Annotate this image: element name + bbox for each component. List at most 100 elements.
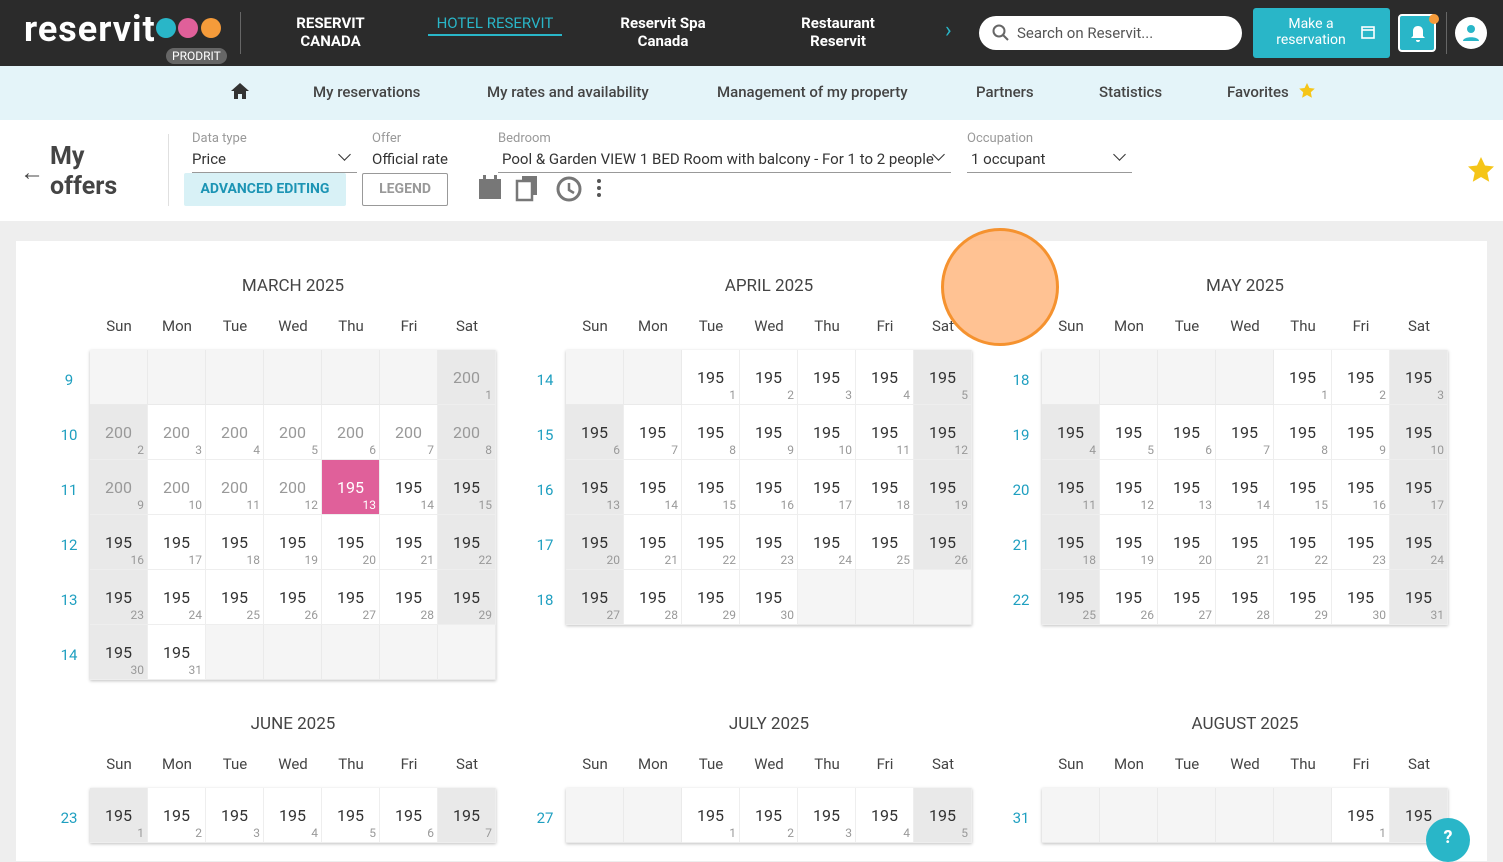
day-cell[interactable]: 195 14	[380, 460, 438, 515]
filter[interactable]: Data type Price	[192, 130, 357, 173]
day-cell[interactable]: 195 17	[148, 515, 206, 570]
nav-item[interactable]: My reservations	[313, 83, 421, 101]
day-cell[interactable]: 195 13	[566, 460, 624, 515]
day-cell[interactable]: 195 25	[1042, 570, 1100, 625]
day-cell[interactable]: 200 3	[148, 405, 206, 460]
day-cell[interactable]: 195 31	[148, 625, 206, 680]
day-cell[interactable]: 195 23	[740, 515, 798, 570]
day-cell[interactable]: 195 16	[90, 515, 148, 570]
day-cell[interactable]: 195 20	[322, 515, 380, 570]
day-cell[interactable]: 195 15	[438, 460, 496, 515]
tab[interactable]: HOTEL RESERVIT	[428, 14, 562, 36]
day-cell[interactable]: 195 22	[438, 515, 496, 570]
day-cell[interactable]: 195 13	[322, 460, 380, 515]
day-cell[interactable]: 200 5	[264, 405, 322, 460]
history-tool[interactable]	[556, 176, 582, 202]
day-cell[interactable]: 195 14	[1216, 460, 1274, 515]
day-cell[interactable]: 195 4	[264, 788, 322, 843]
day-cell[interactable]: 200 10	[148, 460, 206, 515]
help-button[interactable]: ?	[1426, 818, 1470, 862]
day-cell[interactable]: 200 1	[438, 350, 496, 405]
day-cell[interactable]: 195 27	[1158, 570, 1216, 625]
day-cell[interactable]: 195 20	[566, 515, 624, 570]
day-cell[interactable]: 195 31	[1390, 570, 1448, 625]
day-cell[interactable]: 195 10	[1390, 405, 1448, 460]
filter[interactable]: Occupation 1 occupant	[967, 130, 1132, 173]
day-cell[interactable]: 200 4	[206, 405, 264, 460]
day-cell[interactable]: 195 3	[798, 350, 856, 405]
day-cell[interactable]: 195 21	[380, 515, 438, 570]
day-cell[interactable]: 195 29	[682, 570, 740, 625]
day-cell[interactable]: 195 18	[1042, 515, 1100, 570]
day-cell[interactable]: 195 13	[1158, 460, 1216, 515]
day-cell[interactable]: 195 27	[322, 570, 380, 625]
day-cell[interactable]: 195 1	[90, 788, 148, 843]
day-cell[interactable]: 195 7	[624, 405, 682, 460]
day-cell[interactable]: 195 29	[438, 570, 496, 625]
day-cell[interactable]: 200 12	[264, 460, 322, 515]
logo[interactable]: reservit	[24, 8, 156, 50]
day-cell[interactable]: 195 19	[914, 460, 972, 515]
day-cell[interactable]: 195 21	[1216, 515, 1274, 570]
day-cell[interactable]: 200 2	[90, 405, 148, 460]
day-cell[interactable]: 195 8	[682, 405, 740, 460]
day-cell[interactable]: 195 26	[1100, 570, 1158, 625]
day-cell[interactable]: 195 30	[1332, 570, 1390, 625]
day-cell[interactable]: 195 17	[798, 460, 856, 515]
day-cell[interactable]: 195 7	[1216, 405, 1274, 460]
day-cell[interactable]: 195 12	[1100, 460, 1158, 515]
calendar-tool[interactable]	[479, 179, 501, 199]
day-cell[interactable]: 195 30	[740, 570, 798, 625]
advanced-editing-button[interactable]: ADVANCED EDITING	[184, 173, 346, 206]
nav-item[interactable]: My rates and availability	[487, 83, 649, 101]
day-cell[interactable]: 195 25	[856, 515, 914, 570]
day-cell[interactable]: 200 9	[90, 460, 148, 515]
tabs-next[interactable]: ›	[945, 18, 952, 43]
day-cell[interactable]: 195 16	[1332, 460, 1390, 515]
user-avatar[interactable]	[1455, 17, 1487, 49]
day-cell[interactable]: 195 29	[1274, 570, 1332, 625]
day-cell[interactable]: 195 1	[1332, 788, 1390, 843]
home-icon[interactable]	[230, 82, 250, 100]
tab[interactable]: RESERVIT CANADA	[296, 14, 365, 50]
day-cell[interactable]: 195 22	[1274, 515, 1332, 570]
day-cell[interactable]: 195 6	[1158, 405, 1216, 460]
day-cell[interactable]: 200 8	[438, 405, 496, 460]
day-cell[interactable]: 195 3	[206, 788, 264, 843]
day-cell[interactable]: 195 5	[914, 788, 972, 843]
day-cell[interactable]: 195 11	[1042, 460, 1100, 515]
day-cell[interactable]: 195 7	[438, 788, 496, 843]
nav-item[interactable]: Management of my property	[717, 83, 908, 101]
day-cell[interactable]: 195 21	[624, 515, 682, 570]
day-cell[interactable]: 195 24	[148, 570, 206, 625]
search-box[interactable]: Search on Reservit...	[979, 16, 1242, 50]
day-cell[interactable]: 195 6	[566, 405, 624, 460]
day-cell[interactable]: 195 6	[380, 788, 438, 843]
more-tool[interactable]	[597, 179, 601, 183]
day-cell[interactable]: 195 4	[856, 350, 914, 405]
nav-item[interactable]: Favorites	[1227, 83, 1289, 101]
day-cell[interactable]: 195 10	[798, 405, 856, 460]
day-cell[interactable]: 195 15	[682, 460, 740, 515]
tab[interactable]: Restaurant Reservit	[801, 14, 875, 50]
day-cell[interactable]: 195 9	[740, 405, 798, 460]
day-cell[interactable]: 195 28	[380, 570, 438, 625]
day-cell[interactable]: 195 1	[1274, 350, 1332, 405]
day-cell[interactable]: 195 11	[856, 405, 914, 460]
day-cell[interactable]: 195 18	[856, 460, 914, 515]
day-cell[interactable]: 195 30	[90, 625, 148, 680]
day-cell[interactable]: 195 24	[1390, 515, 1448, 570]
day-cell[interactable]: 195 27	[566, 570, 624, 625]
day-cell[interactable]: 195 4	[856, 788, 914, 843]
day-cell[interactable]: 195 20	[1158, 515, 1216, 570]
day-cell[interactable]: 195 14	[624, 460, 682, 515]
filter[interactable]: Bedroom Pool & Garden VIEW 1 BED Room wit…	[498, 130, 951, 173]
day-cell[interactable]: 195 22	[682, 515, 740, 570]
day-cell[interactable]: 195 19	[264, 515, 322, 570]
day-cell[interactable]: 195 9	[1332, 405, 1390, 460]
day-cell[interactable]: 195 12	[914, 405, 972, 460]
day-cell[interactable]: 195 5	[322, 788, 380, 843]
